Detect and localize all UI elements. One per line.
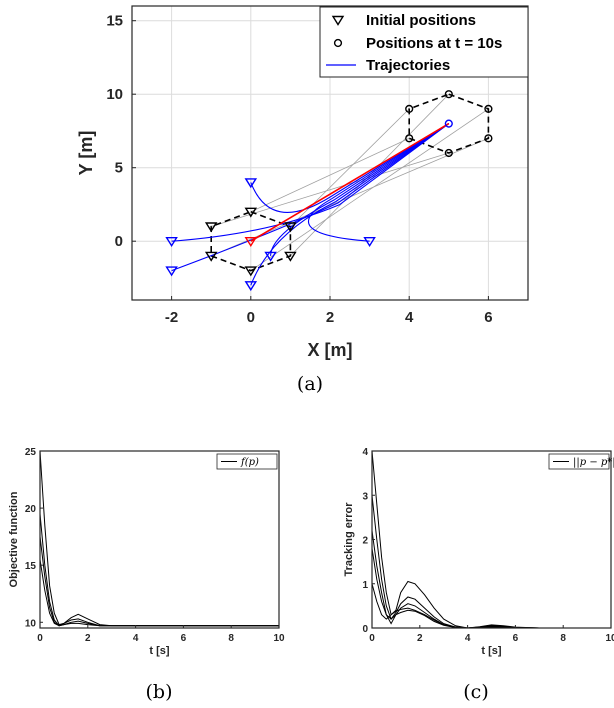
- initial-position-blue-marker: [165, 266, 178, 277]
- final-position-marker: [405, 134, 414, 143]
- final-position-marker: [444, 90, 453, 99]
- initial-position-blue-marker: [165, 237, 178, 248]
- x-tick-label: 8: [560, 633, 566, 644]
- initial-position-marker: [284, 222, 297, 233]
- caption-c: (c): [463, 681, 488, 703]
- x-tick-label: 0: [247, 309, 255, 326]
- y-axis-label: Y [m]: [76, 131, 96, 176]
- legend-marker-final: [333, 38, 343, 48]
- final-formation: [408, 93, 490, 154]
- caption-a: (a): [297, 373, 323, 395]
- x-tick-label: 0: [369, 633, 375, 644]
- plot-area: [372, 451, 611, 628]
- initial-position-marker: [204, 251, 218, 262]
- y-axis-label: Objective function: [8, 491, 20, 587]
- trajectory-line: [171, 123, 450, 242]
- x-tick-label: 4: [133, 633, 139, 644]
- x-tick-label: 2: [417, 633, 423, 644]
- legend-label: ||p − p*||: [573, 457, 614, 468]
- x-tick-label: 2: [85, 633, 91, 644]
- series-line: [39, 559, 279, 627]
- leader-trajectory: [250, 122, 450, 242]
- y-tick-label: 0: [362, 624, 368, 635]
- x-tick-label: 2: [326, 309, 334, 326]
- initial-position-blue-marker: [244, 281, 258, 292]
- x-tick-label: 10: [273, 633, 285, 644]
- panel-b-objective: 0 2 4 6 8 10 10 15 20 25 t [s] Objective function f(…: [8, 447, 285, 657]
- y-tick-label: 5: [115, 160, 123, 177]
- x-axis-label: X [m]: [308, 340, 353, 360]
- initial-position-blue-marker: [363, 237, 376, 248]
- x-tick-label: 6: [181, 633, 187, 644]
- y-tick-label: 25: [25, 447, 37, 458]
- final-position-marker: [405, 104, 414, 114]
- final-position-marker: [484, 134, 493, 143]
- caption-b: (b): [146, 681, 173, 703]
- x-tick-label: 4: [405, 309, 414, 326]
- x-axis-label: t [s]: [149, 645, 170, 657]
- trajectory-line: [250, 123, 450, 213]
- y-tick-label: 10: [25, 618, 37, 629]
- x-tick-label: 10: [605, 633, 614, 644]
- x-tick-label: -2: [165, 309, 178, 326]
- final-position-blue-marker: [444, 119, 453, 128]
- y-tick-label: 2: [362, 536, 368, 547]
- panel-c-tracking: 0 2 4 6 8 10 0 1 2 3 4 t [s] Tracking error ||p − p*|…: [343, 447, 614, 657]
- legend-box: [216, 453, 278, 470]
- trajectory-line: [308, 123, 450, 242]
- initial-position-marker: [244, 207, 258, 218]
- trajectory-line: [171, 123, 450, 272]
- x-tick-label: 6: [484, 309, 492, 326]
- y-tick-label: 1: [362, 580, 368, 591]
- initial-position-marker: [284, 251, 297, 262]
- final-position-marker: [444, 148, 453, 158]
- y-tick-label: 15: [25, 561, 37, 572]
- y-tick-label: 20: [25, 504, 37, 515]
- x-tick-label: 8: [228, 633, 234, 644]
- initial-position-blue-marker: [264, 251, 277, 262]
- legend-label: Trajectories: [366, 57, 450, 74]
- legend-marker-initial: [331, 15, 345, 26]
- y-tick-label: 15: [106, 13, 123, 30]
- x-tick-label: 6: [513, 633, 519, 644]
- y-axis-label: Tracking error: [343, 502, 355, 577]
- x-tick-label: 0: [37, 633, 43, 644]
- panel-a-trajectories: -2 0 2 4 6 0 5 10 15 X [m] Y [m] Initial positions P…: [76, 5, 529, 360]
- x-axis-label: t [s]: [481, 645, 502, 657]
- initial-position-blue-marker: [244, 178, 258, 189]
- legend-label: f(p): [240, 457, 259, 468]
- series-line: [371, 583, 611, 629]
- reference-line: [250, 108, 489, 271]
- initial-formation: [210, 210, 292, 272]
- trajectory-line: [250, 123, 450, 286]
- y-tick-label: 3: [362, 491, 368, 502]
- plot-frame: [39, 450, 280, 629]
- y-tick-label: 10: [106, 86, 123, 103]
- initial-position-marker: [244, 266, 258, 277]
- plot-area: [40, 451, 279, 628]
- x-tick-label: 4: [465, 633, 471, 644]
- initial-position-marker: [204, 222, 218, 233]
- reference-line: [250, 137, 410, 213]
- legend-label: Positions at t = 10s: [366, 35, 502, 52]
- final-position-marker: [484, 104, 493, 114]
- legend-label: Initial positions: [366, 12, 476, 29]
- initial-position-red-marker: [244, 237, 258, 248]
- reference-line: [211, 152, 449, 227]
- y-tick-label: 4: [362, 447, 368, 458]
- y-tick-label: 0: [115, 233, 123, 250]
- legend-box: [548, 453, 610, 470]
